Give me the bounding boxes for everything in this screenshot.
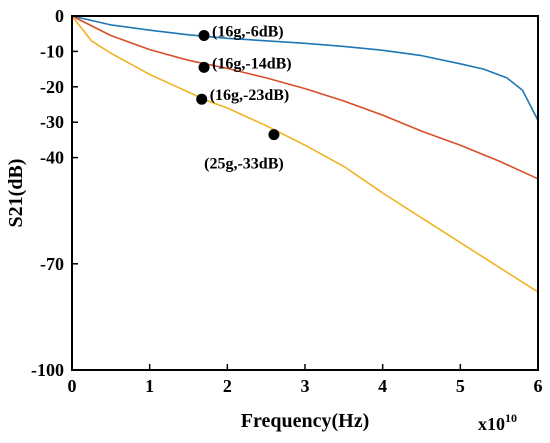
annotation-label-3: (16g,-23dB) bbox=[210, 87, 290, 104]
y-axis-title: S21(dB) bbox=[5, 159, 27, 228]
y-tick-label: -30 bbox=[40, 112, 64, 132]
plot-frame bbox=[71, 15, 539, 371]
series-line-3 bbox=[71, 15, 539, 293]
y-tick-label: -10 bbox=[40, 41, 64, 61]
x-multiplier-base: x10 bbox=[478, 414, 505, 434]
annotation-label-2: (16g,-14dB) bbox=[212, 55, 292, 72]
x-axis-multiplier: x1010 bbox=[478, 411, 517, 434]
y-tick-label: -70 bbox=[40, 254, 64, 274]
y-tick-label: -100 bbox=[31, 360, 64, 380]
x-tick-label: 5 bbox=[456, 376, 465, 396]
y-tick-label: -20 bbox=[40, 77, 64, 97]
annotation-label-1: (16g,-6dB) bbox=[212, 23, 284, 40]
annotation-marker-1 bbox=[198, 29, 210, 41]
x-tick-label: 4 bbox=[378, 376, 387, 396]
x-tick-label: 6 bbox=[534, 376, 543, 396]
annotation-marker-2 bbox=[198, 61, 210, 73]
annotation-marker-3 bbox=[196, 93, 208, 105]
series-line-2 bbox=[71, 15, 539, 180]
x-tick-label: 2 bbox=[223, 376, 232, 396]
x-tick-label: 0 bbox=[68, 376, 77, 396]
annotation-layer: (16g,-6dB) (16g,-14dB) (16g,-23dB) (25g,-33… bbox=[196, 23, 292, 173]
series-layer bbox=[71, 15, 539, 293]
annotation-marker-4 bbox=[268, 129, 280, 141]
annotation-label-4: (25g,-33dB) bbox=[204, 156, 284, 173]
x-axis-title: Frequency(Hz) bbox=[241, 410, 370, 432]
x-tick-label: 3 bbox=[301, 376, 310, 396]
tick-layer: 0 1 2 3 4 5 6 0 -10 -20 -30 -40 -70 -100 bbox=[31, 6, 543, 396]
y-tick-label: 0 bbox=[55, 6, 64, 26]
series-line-1 bbox=[71, 15, 539, 121]
x-tick-label: 1 bbox=[145, 376, 154, 396]
y-tick-label: -40 bbox=[40, 148, 64, 168]
x-multiplier-exponent: 10 bbox=[505, 411, 517, 425]
